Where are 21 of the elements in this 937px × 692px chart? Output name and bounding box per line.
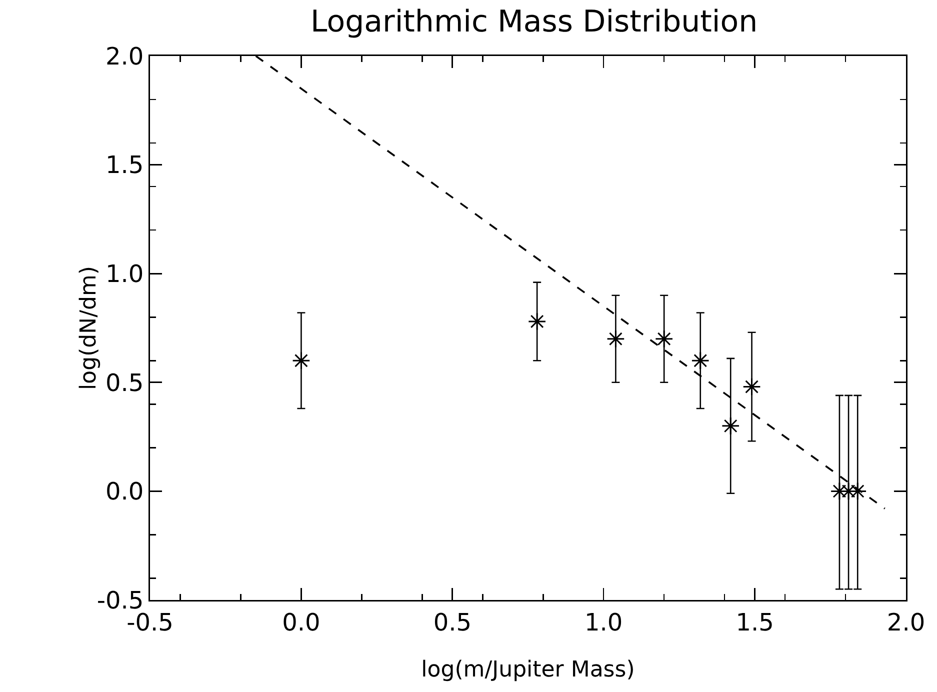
x-tick-label: 2.0 [886,608,926,636]
y-tick-label: 1.0 [106,260,144,288]
point [654,330,674,348]
x-tick-label: 1.0 [584,608,623,636]
y-tick-label: 0.0 [106,478,144,506]
y-axis-title: log(dN/dm) [76,266,102,390]
point [292,351,310,370]
x-axis-title: log(m/Jupiter Mass) [421,658,635,682]
x-tick-label: 1.5 [736,608,774,636]
point [606,330,625,348]
point [742,378,761,396]
point [528,312,546,331]
point [721,416,740,436]
y-tick-label: 0.5 [106,368,144,397]
point [691,351,710,370]
x-tick-label: 0.0 [282,608,320,636]
y-tick-label: 2.0 [106,42,144,70]
x-tick-label: 0.5 [433,608,472,636]
x-tick-label: -0.5 [126,608,174,636]
y-tick-label: 1.5 [106,151,144,180]
chart-title: Logarithmic Mass Distribution [310,4,758,40]
